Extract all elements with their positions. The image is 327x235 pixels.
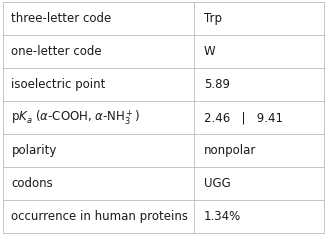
Text: Trp: Trp bbox=[204, 12, 222, 25]
Text: nonpolar: nonpolar bbox=[204, 144, 256, 157]
Text: W: W bbox=[204, 45, 215, 58]
Text: three-letter code: three-letter code bbox=[11, 12, 112, 25]
Text: UGG: UGG bbox=[204, 177, 231, 190]
Text: one-letter code: one-letter code bbox=[11, 45, 102, 58]
Text: 2.46   |   9.41: 2.46 | 9.41 bbox=[204, 111, 283, 124]
Text: isoelectric point: isoelectric point bbox=[11, 78, 106, 91]
Text: occurrence in human proteins: occurrence in human proteins bbox=[11, 210, 188, 223]
Text: polarity: polarity bbox=[11, 144, 57, 157]
Text: 1.34%: 1.34% bbox=[204, 210, 241, 223]
Text: codons: codons bbox=[11, 177, 53, 190]
Text: 5.89: 5.89 bbox=[204, 78, 230, 91]
Text: p$K_a$ ($\alpha$-COOH, $\alpha$-NH$_3^+$): p$K_a$ ($\alpha$-COOH, $\alpha$-NH$_3^+$… bbox=[11, 108, 141, 127]
